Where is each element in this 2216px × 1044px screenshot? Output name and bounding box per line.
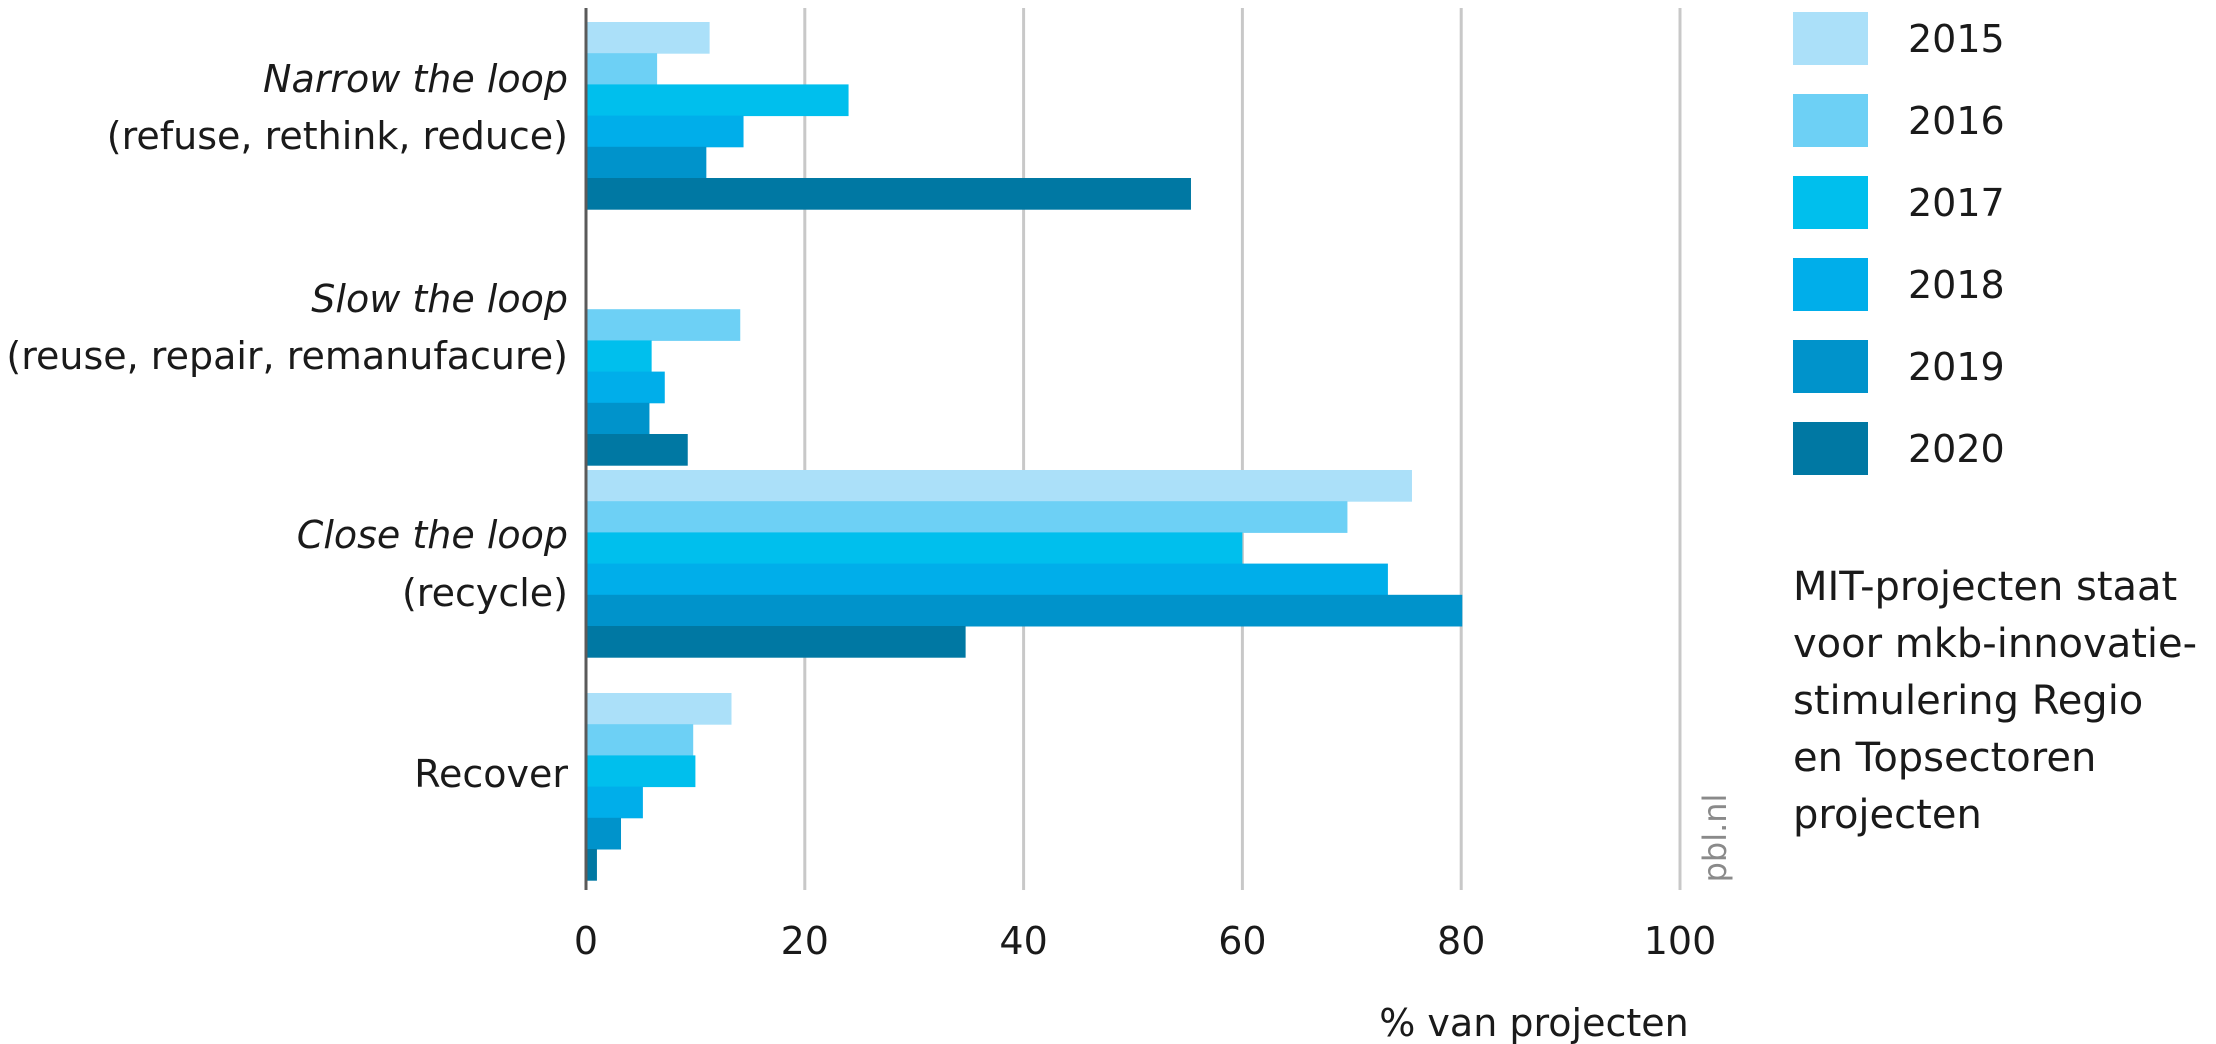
legend-swatch-2019 <box>1793 340 1868 393</box>
bar-2019-category-3 <box>586 594 1463 627</box>
x-tick-label-60: 60 <box>1218 919 1266 963</box>
bar-2017-category-2 <box>586 340 652 373</box>
bar-2015-category-1 <box>586 22 710 54</box>
bar-2019-category-4 <box>586 817 622 850</box>
category-labels: Narrow the loop (refuse, rethink, reduce)… <box>6 57 568 796</box>
footnote-line-4: en Topsectoren <box>1793 735 2096 781</box>
bars <box>586 22 1463 881</box>
bar-2016-category-1 <box>586 53 658 85</box>
footnote-line-5: projecten <box>1793 792 1982 838</box>
bar-2018-category-2 <box>586 371 665 404</box>
gridlines <box>803 8 1682 890</box>
x-tick-label-100: 100 <box>1644 919 1717 963</box>
legend-swatch-2018 <box>1793 258 1868 311</box>
bar-2020-category-3 <box>586 626 966 658</box>
category-detail-1: (refuse, rethink, reduce) <box>107 114 568 158</box>
bar-2015-category-4 <box>586 693 732 725</box>
category-detail-2: (reuse, repair, remanufacure) <box>6 334 568 378</box>
x-tick-label-80: 80 <box>1437 919 1485 963</box>
bar-2020-category-4 <box>586 849 597 881</box>
bar-2016-category-3 <box>586 501 1348 533</box>
legend-label-2017: 2017 <box>1908 181 2005 225</box>
bar-2017-category-1 <box>586 84 849 117</box>
legend-label-2018: 2018 <box>1908 263 2005 307</box>
source-credit: pbl.nl <box>1696 794 1734 883</box>
category-label-close-the-loop: Close the loop <box>297 513 568 557</box>
bar-2019-category-2 <box>586 402 650 435</box>
legend-swatch-2017 <box>1793 176 1868 229</box>
bar-2017-category-3 <box>586 532 1243 565</box>
bar-2020-category-1 <box>586 178 1191 210</box>
legend-label-2020: 2020 <box>1908 427 2005 471</box>
bar-2018-category-3 <box>586 563 1388 596</box>
footnote-line-3: stimulering Regio <box>1793 678 2143 724</box>
legend-swatch-2015 <box>1793 12 1868 65</box>
legend: 2015 2016 2017 2018 2019 2020 <box>1793 12 2005 475</box>
bar-2017-category-4 <box>586 755 696 788</box>
bar-2015-category-3 <box>586 470 1412 502</box>
footnote: MIT-projecten staat voor mkb-innovatie-st… <box>1793 564 2197 838</box>
bar-2020-category-2 <box>586 434 688 466</box>
legend-swatch-2020 <box>1793 422 1868 475</box>
category-detail-4: Recover <box>414 752 568 796</box>
footnote-line-1: MIT-projecten staat <box>1793 564 2177 610</box>
bar-2018-category-4 <box>586 786 643 819</box>
bar-2018-category-1 <box>586 115 744 148</box>
legend-label-2015: 2015 <box>1908 17 2005 61</box>
category-label-narrow-the-loop: Narrow the loop <box>263 57 568 101</box>
x-tick-label-0: 0 <box>574 919 598 963</box>
category-label-slow-the-loop: Slow the loop <box>311 277 568 321</box>
x-axis-title: % van projecten <box>1379 1001 1688 1044</box>
footnote-line-2: voor mkb-innovatie- <box>1793 621 2197 667</box>
x-tick-label-40: 40 <box>999 919 1047 963</box>
bar-2016-category-2 <box>586 309 741 341</box>
category-detail-close-the-loop: (recycle) <box>402 571 568 615</box>
bar-2019-category-1 <box>586 146 707 179</box>
legend-label-2016: 2016 <box>1908 99 2005 143</box>
bar-2016-category-4 <box>586 724 694 756</box>
legend-label-2019: 2019 <box>1908 345 2005 389</box>
x-tick-labels: 0 20 40 60 80 100 <box>574 919 1716 963</box>
legend-swatch-2016 <box>1793 94 1868 147</box>
x-tick-label-20: 20 <box>781 919 829 963</box>
